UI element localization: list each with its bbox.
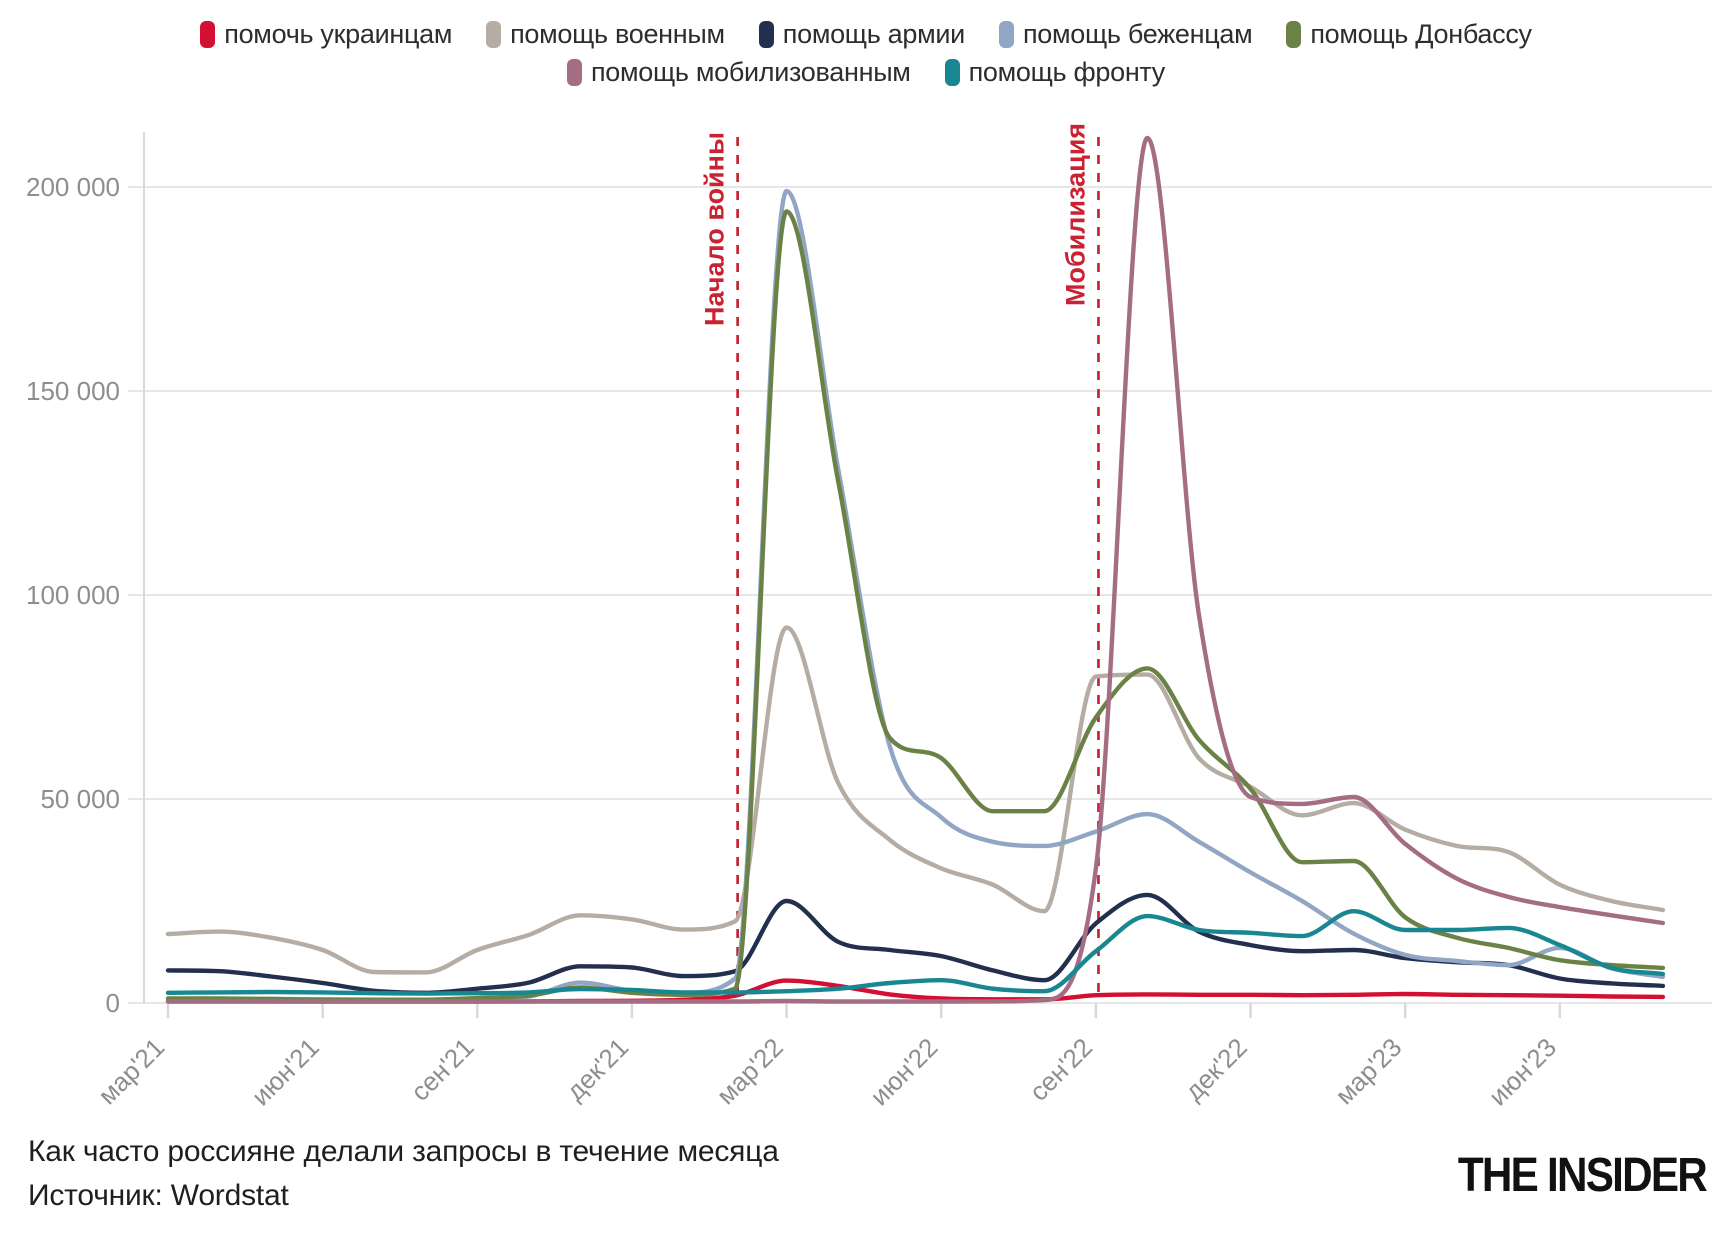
legend-item-label: помощь мобилизованным xyxy=(590,56,911,87)
x-axis-label-июн'23: июн'23 xyxy=(1483,1032,1562,1111)
x-axis-label-мар'22: мар'22 xyxy=(711,1032,789,1110)
legend-item-помощь-Донбассу[interactable]: помощь Донбассу xyxy=(1286,19,1532,50)
legend-swatch-icon xyxy=(1286,21,1302,49)
legend-item-помощь-армии[interactable]: помощь армии xyxy=(758,19,965,50)
y-axis-label-150000: 150 000 xyxy=(26,376,120,406)
legend-row-1: помочь украинцам помощь военным помощь арм… xyxy=(200,19,1532,50)
series-line-помощь-фронту xyxy=(165,909,1666,996)
chart-title: Как часто россияне делали запросы в тече… xyxy=(28,1135,779,1168)
legend-item-label: помочь украинцам xyxy=(224,19,453,49)
chart-legend: помочь украинцам помощь военным помощь арм… xyxy=(0,19,1732,88)
legend-item-помощь-военным[interactable]: помощь военным xyxy=(486,19,725,50)
legend-item-помощь-мобилизованным[interactable]: помощь мобилизованным xyxy=(566,56,911,88)
chart-captions: Как часто россияне делали запросы в тече… xyxy=(28,1130,779,1217)
brand-logo: THE INSIDER xyxy=(1457,1149,1708,1202)
x-axis-label-сен'21: сен'21 xyxy=(405,1032,480,1107)
legend-item-label: помощь фронту xyxy=(968,56,1166,87)
legend-swatch-icon xyxy=(998,21,1014,49)
legend-item-помощь-фронту[interactable]: помощь фронту xyxy=(944,56,1166,88)
legend-swatch-icon xyxy=(200,21,216,49)
chart-source: Источник: Wordstat xyxy=(28,1178,289,1212)
x-axis-label-дек'22: дек'22 xyxy=(1179,1032,1253,1106)
legend-swatch-icon xyxy=(486,21,502,49)
legend-item-помочь-украинцам[interactable]: помочь украинцам xyxy=(200,19,453,50)
y-axis-label-200000: 200 000 xyxy=(26,172,120,202)
series-line-помощь-военным xyxy=(165,625,1666,975)
annotation-label-Начало войны: Начало войны xyxy=(700,132,730,326)
legend-item-label: помощь Донбассу xyxy=(1310,19,1532,49)
legend-row-2: помощь мобилизованным помощь фронту xyxy=(566,56,1166,88)
x-axis-label-мар'23: мар'23 xyxy=(1329,1032,1407,1110)
x-axis-label-июн'21: июн'21 xyxy=(246,1032,325,1111)
legend-swatch-icon xyxy=(944,59,960,87)
x-axis-label-июн'22: июн'22 xyxy=(864,1032,943,1111)
annotation-label-Мобилизация: Мобилизация xyxy=(1060,123,1090,306)
legend-swatch-icon xyxy=(758,21,774,49)
x-axis-label-дек'21: дек'21 xyxy=(560,1032,634,1106)
series-line-помощь-армии xyxy=(165,892,1666,995)
legend-item-label: помощь армии xyxy=(782,19,965,49)
y-axis-label-50000: 50 000 xyxy=(40,784,120,814)
x-axis-label-мар'21: мар'21 xyxy=(92,1032,170,1110)
series-line-помощь-Донбассу xyxy=(165,209,1666,1002)
legend-item-label: помощь военным xyxy=(510,19,725,49)
series-line-помощь-мобилизованным xyxy=(165,135,1666,1004)
legend-swatch-icon xyxy=(566,59,582,87)
y-axis-label-0: 0 xyxy=(106,988,120,1018)
y-axis-label-100000: 100 000 xyxy=(26,580,120,610)
legend-item-label: помощь беженцам xyxy=(1022,19,1253,49)
legend-item-помощь-беженцам[interactable]: помощь беженцам xyxy=(998,19,1253,50)
x-axis-label-сен'22: сен'22 xyxy=(1023,1032,1098,1107)
